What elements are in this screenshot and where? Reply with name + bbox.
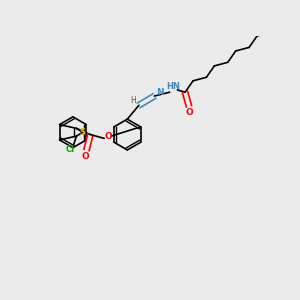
Text: HN: HN — [167, 82, 181, 91]
Text: O: O — [82, 152, 90, 160]
Text: Cl: Cl — [66, 146, 75, 154]
Text: O: O — [186, 108, 194, 117]
Text: H: H — [130, 96, 136, 105]
Text: S: S — [80, 128, 86, 137]
Text: N: N — [157, 88, 164, 97]
Text: O: O — [104, 132, 112, 141]
